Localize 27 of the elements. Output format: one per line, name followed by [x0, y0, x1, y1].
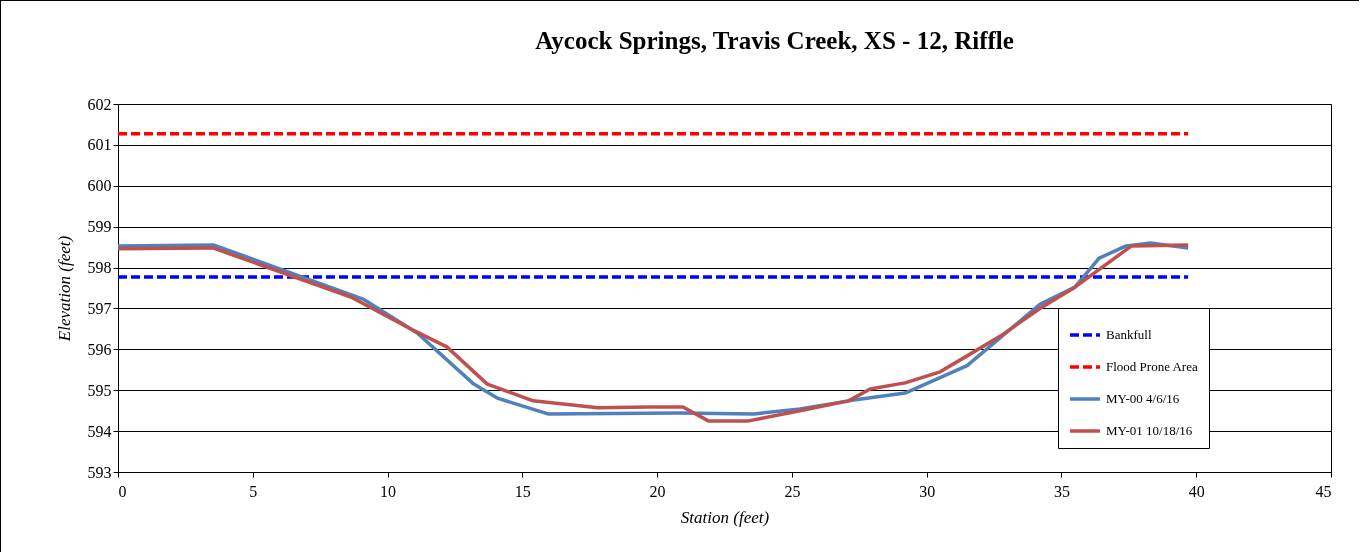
chart-title: Aycock Springs, Travis Creek, XS - 12, Riffle [535, 27, 1014, 54]
x-tick-label: 40 [1188, 482, 1205, 500]
legend-label: Flood Prone Area [1106, 359, 1198, 374]
x-tick-label: 0 [118, 482, 127, 500]
y-tick-label: 593 [87, 463, 112, 481]
legend-label: Bankfull [1106, 327, 1152, 342]
x-tick-label: 5 [249, 482, 258, 500]
legend-label: MY-00 4/6/16 [1106, 391, 1180, 406]
y-axis-title: Elevation (feet) [54, 235, 74, 343]
x-tick-label: 10 [380, 482, 397, 500]
y-tick-label: 600 [87, 177, 112, 195]
y-tick-label: 595 [87, 381, 112, 399]
legend-label: MY-01 10/18/16 [1106, 423, 1193, 438]
y-tick-label: 598 [87, 259, 112, 277]
x-tick-label: 45 [1315, 482, 1332, 500]
x-tick-label: 25 [784, 482, 801, 500]
y-tick-label: 597 [87, 299, 112, 317]
y-tick-label: 602 [87, 95, 112, 113]
y-tick-label: 601 [87, 136, 112, 154]
x-tick-label: 15 [514, 482, 531, 500]
x-tick-label: 35 [1053, 482, 1070, 500]
x-axis-title: Station (feet) [680, 507, 770, 527]
x-tick-label: 20 [649, 482, 666, 500]
y-tick-label: 596 [87, 340, 112, 358]
x-tick-label: 30 [919, 482, 936, 500]
y-tick-label: 594 [87, 422, 112, 440]
y-tick-label: 599 [87, 218, 112, 236]
